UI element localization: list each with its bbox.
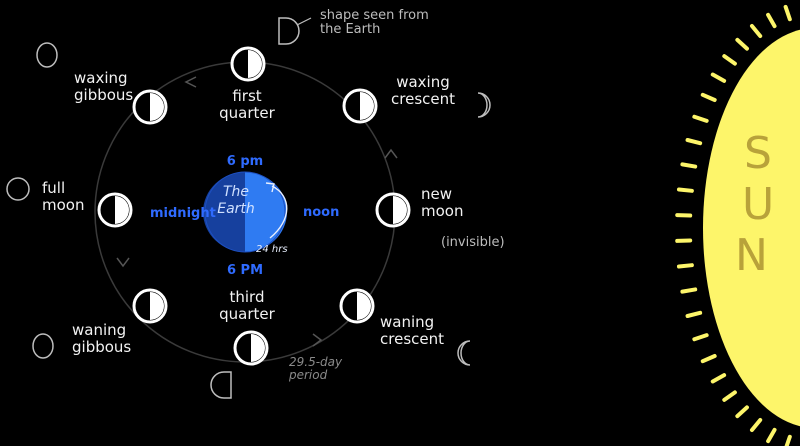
sun-ray [735, 37, 749, 51]
note-pointer [296, 17, 312, 26]
orbit-arrow-left [116, 257, 130, 268]
moon-first-quarter [230, 46, 266, 82]
label-waning-crescent: waning crescent [380, 313, 444, 348]
label-full-moon: full moon [42, 179, 85, 214]
sun-ray [749, 23, 763, 39]
label-first-quarter: first quarter [219, 87, 275, 122]
shape-waxing-gibbous-icon [36, 42, 58, 68]
sun-ray [700, 353, 717, 364]
moon-third-quarter [233, 330, 269, 366]
sun-ray [692, 333, 709, 342]
sun-ray [700, 92, 717, 103]
sun-ray [722, 390, 737, 402]
sun-ray [749, 417, 763, 433]
shape-full-moon-icon [6, 177, 30, 201]
sun-rays [675, 4, 792, 446]
sun-ray [784, 434, 792, 446]
sun-ray [766, 12, 777, 29]
sun-ray [685, 310, 703, 318]
moon-waxing-crescent [342, 88, 378, 124]
label-waxing-crescent: waxing crescent [391, 73, 455, 108]
label-new-moon: new moon [421, 185, 464, 220]
label-invisible: (invisible) [441, 235, 505, 250]
shape-first-quarter-icon [278, 17, 300, 45]
earth-rotation-label: 24 hrs [256, 244, 288, 255]
shape-waning-gibbous-icon [32, 333, 54, 359]
label-waxing-gibbous: waxing gibbous [74, 69, 134, 104]
sun-disk [703, 29, 800, 427]
shape-waning-crescent-icon [457, 340, 471, 366]
time-bottom: 6 PM [226, 263, 264, 278]
sun-ray [766, 427, 777, 444]
moon-waning-crescent [339, 288, 375, 324]
sun-ray [710, 373, 727, 384]
moon-waning-gibbous [132, 288, 168, 324]
shape-note: shape seen from the Earth [320, 8, 429, 37]
earth [203, 171, 288, 253]
sun-letter-u: U [742, 179, 775, 230]
time-left: midnight [150, 206, 216, 221]
period-note: 29.5-day period [289, 355, 343, 382]
label-waning-gibbous: waning gibbous [72, 321, 132, 356]
sun-ray [676, 263, 694, 269]
sun-ray [676, 187, 694, 193]
moon-full [97, 192, 133, 228]
sun-letter-n: N [735, 230, 768, 281]
sun-ray [735, 405, 749, 419]
sun-ray [680, 162, 698, 169]
sun-ray [710, 72, 727, 83]
shape-third-quarter-icon [210, 371, 232, 399]
time-top: 6 pm [226, 154, 264, 169]
orbit-arrow-right [384, 148, 398, 159]
time-right: noon [303, 205, 340, 220]
moon-waxing-gibbous [132, 89, 168, 125]
sun-ray [783, 4, 792, 22]
orbit-arrow-top [184, 76, 197, 88]
earth-label: The Earth [217, 184, 255, 217]
sun-ray [685, 138, 703, 146]
label-third-quarter: third quarter [219, 288, 275, 323]
sun-ray [692, 114, 709, 123]
sun-letter-s: S [744, 128, 772, 179]
moon-new [375, 192, 411, 228]
sun-ray [722, 54, 737, 66]
rotation-arrow [269, 185, 288, 239]
sun-ray [680, 287, 698, 294]
shape-waxing-crescent-icon [477, 92, 491, 118]
orbit-arrow-bottom [312, 333, 323, 347]
